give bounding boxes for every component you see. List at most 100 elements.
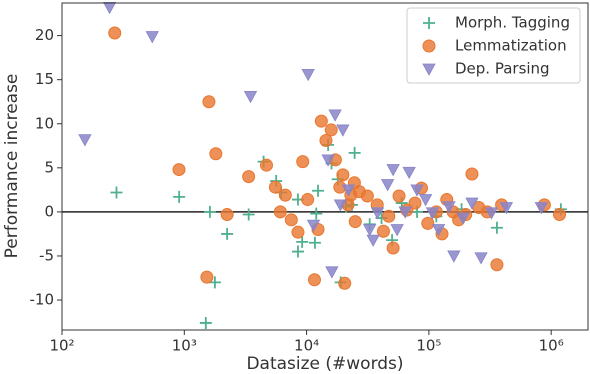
plus-marker <box>310 207 323 220</box>
triangle-marker <box>341 184 356 197</box>
circle-marker <box>338 276 352 290</box>
y-tick-label: 10 <box>35 114 54 132</box>
x-tick-label: 10⁵ <box>416 337 441 355</box>
legend-box <box>406 7 581 84</box>
plus-marker <box>312 184 325 197</box>
plot-frame <box>61 2 589 331</box>
triangle-marker <box>380 179 395 192</box>
y-tick-label: -5 <box>39 246 54 264</box>
circle-marker <box>408 196 422 210</box>
legend-label: Lemmatization <box>455 37 567 55</box>
circle-marker <box>324 123 338 137</box>
plus-marker <box>221 227 234 240</box>
y-tick-label: 5 <box>44 158 54 176</box>
plus-marker <box>208 276 221 289</box>
circle-marker <box>268 180 282 194</box>
legend-marker <box>422 39 436 53</box>
legend: Morph. Tagging Lemmatization Dep. Parsing <box>406 7 581 84</box>
triangle-marker <box>336 124 350 137</box>
triangle-marker <box>410 184 424 197</box>
circle-marker <box>307 273 321 287</box>
circle-marker <box>314 114 328 128</box>
plus-marker <box>296 235 309 248</box>
circle-marker <box>386 241 400 255</box>
triangle-marker <box>243 91 258 104</box>
plus-marker <box>291 245 304 258</box>
plus-marker <box>203 205 216 218</box>
triangle-marker <box>325 266 339 279</box>
circle-marker <box>392 189 406 203</box>
y-tick-label: 0 <box>44 202 54 220</box>
circle-marker <box>421 216 435 230</box>
triangle-marker <box>78 134 92 147</box>
circle-marker <box>172 163 186 177</box>
circle-marker <box>202 95 216 109</box>
circle-marker <box>278 188 292 202</box>
x-tick-label: 10³ <box>172 337 197 355</box>
circle-marker <box>319 133 333 147</box>
triangle-marker <box>447 250 461 263</box>
legend-marker <box>423 17 435 29</box>
circle-marker <box>490 258 504 272</box>
plus-marker <box>199 316 212 329</box>
x-axis-label: Datasize (#words) <box>246 354 403 374</box>
triangle-marker <box>398 206 412 219</box>
triangle-marker <box>499 202 514 215</box>
triangle-marker <box>474 252 488 265</box>
circle-marker <box>376 224 390 238</box>
y-axis-label: Performance increase <box>2 74 22 259</box>
y-tick-label: 15 <box>35 70 54 88</box>
triangle-marker <box>145 31 159 44</box>
circle-marker <box>336 168 350 182</box>
circle-marker <box>553 208 567 222</box>
circle-marker <box>242 170 256 184</box>
x-tick-label: 10⁴ <box>294 337 319 355</box>
circle-marker <box>360 189 374 203</box>
plus-marker <box>110 186 123 199</box>
legend-label: Dep. Parsing <box>455 60 550 78</box>
y-tick-label: -10 <box>30 291 55 309</box>
circle-marker <box>301 193 315 207</box>
circle-marker <box>465 167 479 181</box>
triangle-marker <box>390 224 404 237</box>
circle-marker <box>209 147 223 161</box>
triangle-marker <box>484 207 499 220</box>
triangle-marker <box>402 166 416 180</box>
circle-marker <box>200 270 214 284</box>
circle-marker <box>291 225 305 239</box>
triangle-marker <box>301 68 315 82</box>
x-tick-label: 10² <box>49 337 74 355</box>
triangle-marker <box>321 154 335 167</box>
legend-marker <box>422 63 436 76</box>
circle-marker <box>382 209 396 223</box>
triangle-marker <box>102 2 117 15</box>
circle-marker <box>296 155 310 169</box>
x-tick-label: 10⁶ <box>539 337 564 355</box>
plus-marker <box>173 190 186 203</box>
plus-marker <box>348 146 361 159</box>
circle-marker <box>273 205 287 219</box>
triangle-marker <box>534 202 548 215</box>
circle-marker <box>108 26 122 40</box>
triangle-marker <box>370 207 385 220</box>
triangle-marker <box>465 197 479 210</box>
circle-marker <box>348 215 362 229</box>
triangle-marker <box>425 207 440 220</box>
plus-marker <box>308 236 321 249</box>
triangle-marker <box>431 224 446 237</box>
plus-marker <box>242 208 255 221</box>
triangle-marker <box>363 224 377 237</box>
triangle-marker <box>366 234 380 247</box>
triangle-marker <box>306 219 321 232</box>
triangle-marker <box>456 212 470 225</box>
triangle-marker <box>442 201 456 214</box>
triangle-marker <box>418 194 433 207</box>
plus-marker <box>490 221 503 234</box>
y-tick-label: 20 <box>35 26 54 44</box>
circle-marker <box>220 208 234 222</box>
triangle-marker <box>328 109 342 122</box>
circle-marker <box>284 213 298 227</box>
circle-marker <box>259 158 273 172</box>
triangle-marker <box>333 199 348 212</box>
